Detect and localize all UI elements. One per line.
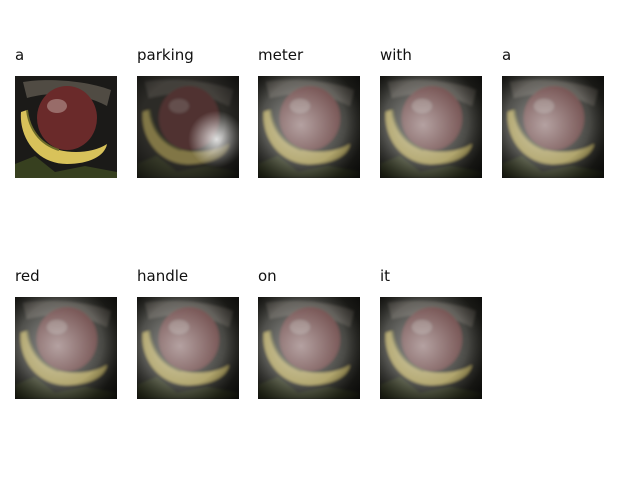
attention-vignette [258,76,360,178]
caption-word: on [258,267,277,285]
attention-map-image [15,76,117,178]
attention-vignette [380,76,482,178]
attention-vignette [380,297,482,399]
attention-map-image [380,76,482,178]
caption-word: with [380,46,412,64]
attention-map-image [137,297,239,399]
banana-edge [26,109,60,151]
attention-vignette [137,297,239,399]
attention-vignette [502,76,604,178]
attention-map-image [380,297,482,399]
apple-shine [47,99,67,113]
attention-vignette [15,297,117,399]
caption-word: a [502,46,512,64]
banana-shape [20,110,107,164]
caption-word: a [15,46,25,64]
attention-map-image [258,76,360,178]
caption-word: it [380,267,391,285]
apple-shape [37,86,97,150]
attention-map-image [258,297,360,399]
caption-word: meter [258,46,304,64]
attention-vignette [258,297,360,399]
caption-word: red [15,267,40,285]
attention-map-image [137,76,239,178]
attention-vignette [137,76,239,178]
caption-word: parking [137,46,194,64]
leaf-shape [15,156,117,178]
attention-map-image [15,297,117,399]
attention-map-image [502,76,604,178]
caption-word: handle [137,267,189,285]
